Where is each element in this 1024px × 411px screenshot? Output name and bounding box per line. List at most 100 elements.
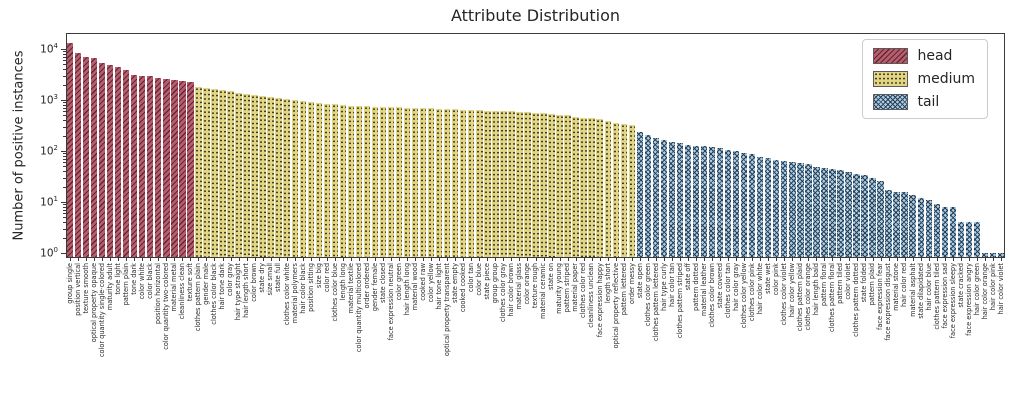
legend-item-tail: tail [873,94,975,110]
bar-texture-smooth [82,57,90,257]
x-tick [366,258,368,261]
bar-clothes-pattern-plaid [797,163,804,257]
x-tick-label: hair color orange [980,263,989,320]
x-tick [238,258,240,261]
y-tick-label: 100 [40,246,58,260]
bar-optical-property-transparent [444,108,451,257]
bar-optical-property-reflective [612,122,619,257]
y-tick-label: 101 [40,195,58,209]
x-tick [631,258,633,261]
x-tick-label: maturity adult [105,263,114,311]
x-tick [984,258,986,261]
x-tick [519,258,521,261]
bar-clothes-pattern-plain [195,86,202,257]
x-tick [704,258,706,261]
y-minor-tick [63,135,66,137]
x-tick [615,258,617,261]
x-tick [776,258,778,261]
chart-title: Attribute Distribution [450,6,621,25]
bar-state-off [684,144,692,257]
x-tick [864,258,866,261]
bar-hair-color-white [757,157,764,257]
x-tick-label: color quantity multicolored [354,263,363,353]
bar-gender-male [203,88,210,257]
x-tick-label: cooked raw [418,263,427,301]
bar-clothes-pattern-striped [676,142,684,257]
x-tick [142,258,144,261]
bar-state-closed [379,107,387,257]
x-tick-label: tone dark [130,263,139,295]
bar-state-full [275,98,282,257]
x-tick [784,258,786,261]
x-tick [896,258,898,261]
x-tick-label: gender female [370,263,379,312]
bar-state-open [636,132,644,257]
bar-color-brown [251,95,258,257]
x-tick [1000,258,1002,261]
bar-hair-color-gray [732,151,740,257]
bar-texture-rough [532,112,539,257]
x-tick-label: texture smooth [81,263,90,314]
x-tick [415,258,417,261]
x-tick [888,258,890,261]
x-tick [358,258,360,261]
bar-hair-color-orange [981,253,989,257]
x-tick-label: color green [394,263,403,301]
x-tick [230,258,232,261]
x-tick [270,258,272,261]
bar-pattern-plaid [869,177,876,257]
bar-face-expression-neutral [387,107,395,257]
y-minor-tick [63,209,66,211]
bar-optical-property-opaque [90,57,98,257]
bar-clothes-color-yellow [740,152,748,257]
bar-hair-color-brown [508,111,515,257]
x-tick-label: face expression angry [964,263,973,336]
x-tick [479,258,481,261]
bar-material-asphalt [909,194,916,257]
x-tick [487,258,489,261]
bar-clothes-color-tan [724,149,732,257]
tail-swatch-icon [873,94,909,110]
y-minor-tick [63,177,66,179]
x-tick [495,258,497,261]
bar-material-polymers [291,100,298,257]
legend: head medium tail [862,39,988,119]
x-tick [262,258,264,261]
bar-pattern-plain [122,69,130,257]
bar-clothes-color-green [644,135,652,257]
x-tick [808,258,810,261]
bar-hair-color-violet [997,253,1005,257]
y-minor-tick [63,237,66,239]
x-tick-label: cleanliness unclean [587,263,596,328]
legend-item-head: head [873,48,975,64]
x-tick-label: hair color red [900,263,909,307]
x-tick [126,258,128,261]
x-tick [551,258,553,261]
bar-color-quantity-multicolored [355,106,363,257]
bar-color-red [323,103,331,257]
x-tick-label: clothes color blue [330,263,339,322]
x-tick-label: state off [683,263,692,291]
x-tick-label: pattern dotted [691,263,700,311]
x-tick [920,258,922,261]
x-tick-label: state empty [451,263,460,303]
x-tick [86,258,88,261]
bar-size-small [267,96,274,257]
bar-face-expression-happy [596,119,603,257]
x-tick [455,258,457,261]
x-tick [744,258,746,261]
x-tick-label: hair color pink [988,263,997,311]
x-tick [198,258,200,261]
x-tick-label: material textile [346,263,355,314]
bar-hair-color-pink [989,253,997,257]
bar-hair-tone-dark [219,90,226,257]
x-tick [134,258,136,261]
x-tick [503,258,505,261]
bar-state-covered [716,147,724,257]
x-tick-label: pattern plain [121,263,130,306]
bar-group-group [492,110,499,257]
x-tick [294,258,296,261]
x-tick-label: color red [322,263,331,293]
x-tick-label: clothes color brown [707,263,716,328]
